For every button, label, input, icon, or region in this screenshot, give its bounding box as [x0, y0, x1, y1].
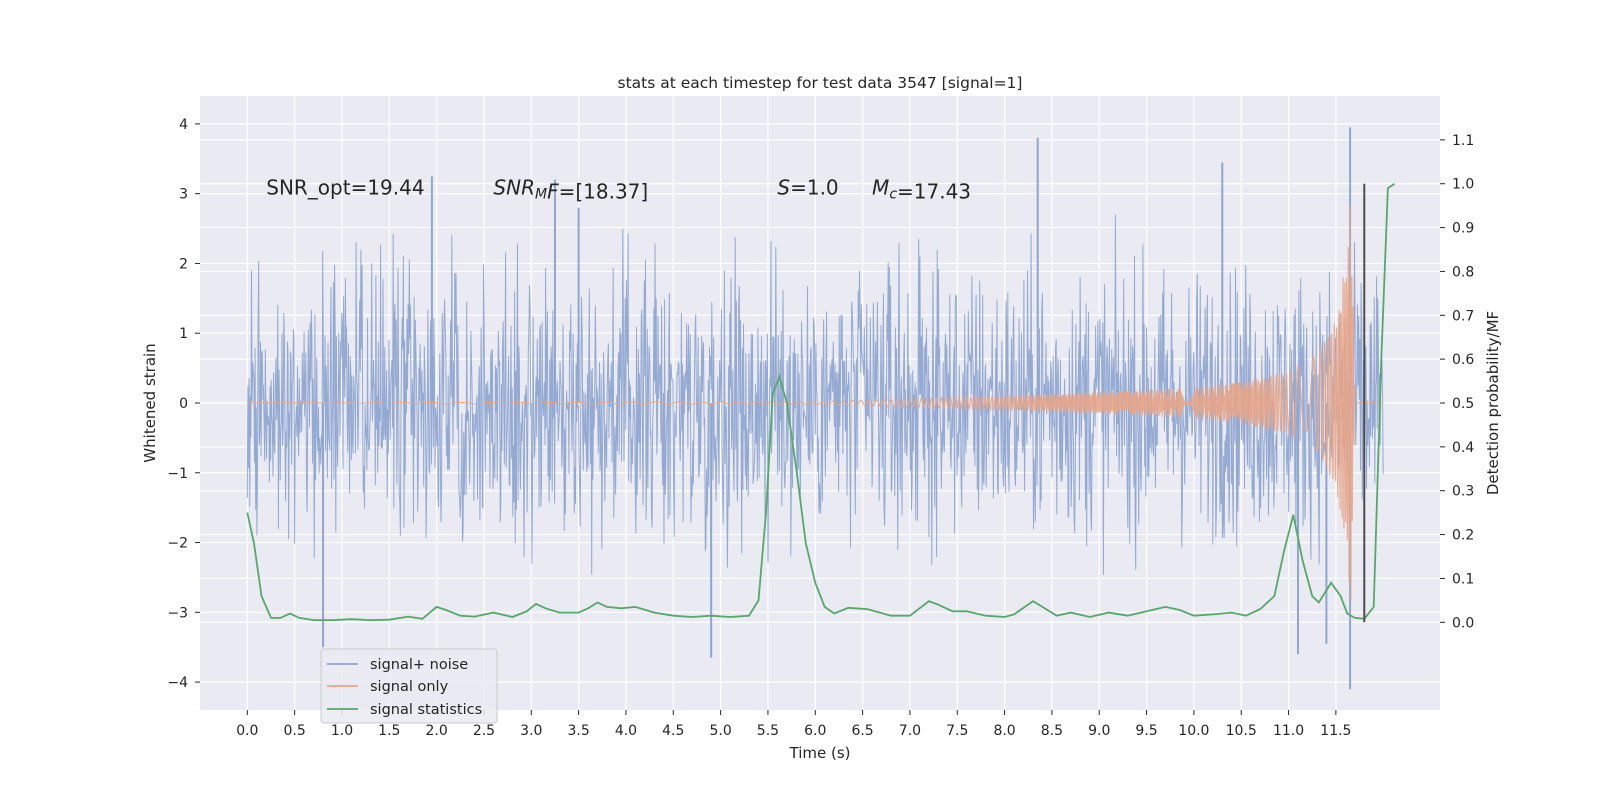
y-tick-label-left: 1 [179, 326, 188, 342]
x-tick-label: 7.0 [899, 723, 921, 739]
x-tick-label: 9.5 [1135, 723, 1157, 739]
signal-noise-line [246, 214, 1384, 576]
x-axis-label: Time (s) [789, 744, 851, 762]
y-tick-label-right: 0.8 [1452, 264, 1474, 280]
x-tick-label: 6.5 [851, 723, 873, 739]
x-tick-label: 10.0 [1178, 723, 1209, 739]
legend: signal+ noise signal only signal statist… [320, 648, 498, 724]
y-tick-label-right: 1.0 [1452, 177, 1474, 193]
y-tick-label-right: 0.5 [1452, 396, 1474, 412]
x-tick-label: 6.0 [804, 723, 826, 739]
y-tick-label-right: 0.1 [1452, 571, 1474, 587]
x-tick-label: 5.5 [757, 723, 779, 739]
x-tick-label: 8.0 [993, 723, 1015, 739]
signal-only-line [247, 206, 1384, 601]
y-tick-label-right: 0.2 [1452, 528, 1474, 544]
y-tick-label-left: 4 [179, 117, 188, 133]
x-tick-label: 4.0 [615, 723, 637, 739]
annotation-3: Mc=17.43 [872, 176, 971, 204]
y-tick-label-left: 0 [179, 396, 188, 412]
annotation-2: S=1.0 [777, 176, 838, 200]
annotation-0: SNR_opt=19.44 [266, 176, 424, 200]
y-tick-label-left: −3 [167, 605, 188, 621]
legend-label-signal-statistics: signal statistics [370, 702, 482, 718]
y-axis-label-left: Whitened strain [141, 343, 159, 462]
x-tick-label: 11.0 [1273, 723, 1304, 739]
x-tick-label: 0.5 [284, 723, 306, 739]
y-tick-label-right: 0.3 [1452, 484, 1474, 500]
y-tick-label-left: −4 [167, 675, 188, 691]
x-tick-label: 3.0 [520, 723, 542, 739]
y-tick-label-right: 0.9 [1452, 221, 1474, 237]
x-tick-label: 2.0 [426, 723, 448, 739]
y-tick-label-right: 0.6 [1452, 352, 1474, 368]
y-tick-label-right: 1.1 [1452, 133, 1474, 149]
y-tick-label-right: 0.4 [1452, 440, 1474, 456]
y-tick-label-left: 3 [179, 187, 188, 203]
annotations: SNR_opt=19.44 SNRMF=[18.37] S=1.0 Mc=17.43 [266, 176, 971, 204]
y-tick-label-right: 0.0 [1452, 615, 1474, 631]
y-axis-label-right: Detection probability/MF [1484, 311, 1502, 495]
x-tick-label: 9.0 [1088, 723, 1110, 739]
x-tick-label: 4.5 [662, 723, 684, 739]
series-signal-statistics [246, 182, 1396, 622]
x-tick-label: 0.0 [236, 723, 258, 739]
y-tick-label-left: 2 [179, 256, 188, 272]
series-signal-only [247, 206, 1384, 601]
y-tick-label-right: 0.7 [1452, 308, 1474, 324]
legend-box [320, 648, 498, 724]
x-tick-label: 7.5 [946, 723, 968, 739]
x-tick-label: 3.5 [567, 723, 589, 739]
x-tick-label: 8.5 [1041, 723, 1063, 739]
legend-label-signal-only: signal only [370, 679, 449, 695]
annotation-1: SNRMF=[18.37] [493, 176, 648, 204]
x-tick-label: 11.5 [1320, 723, 1351, 739]
signal-statistics-line [246, 182, 1396, 622]
x-tick-label: 1.0 [331, 723, 353, 739]
x-tick-label: 1.5 [378, 723, 400, 739]
x-tick-label: 2.5 [473, 723, 495, 739]
y-tick-label-left: −2 [167, 536, 188, 552]
y-tick-label-left: −1 [167, 466, 188, 482]
ticks: 0.0 0.5 1.0 1.5 2.0 2.5 3.0 3.5 4.0 4.5 5.0 5.5 6.0 6… [167, 117, 1474, 739]
x-tick-label: 10.5 [1226, 723, 1257, 739]
x-tick-label: 5.0 [709, 723, 731, 739]
legend-label-signal-noise: signal+ noise [370, 657, 468, 673]
chart-title: stats at each timestep for test data 354… [618, 74, 1023, 92]
